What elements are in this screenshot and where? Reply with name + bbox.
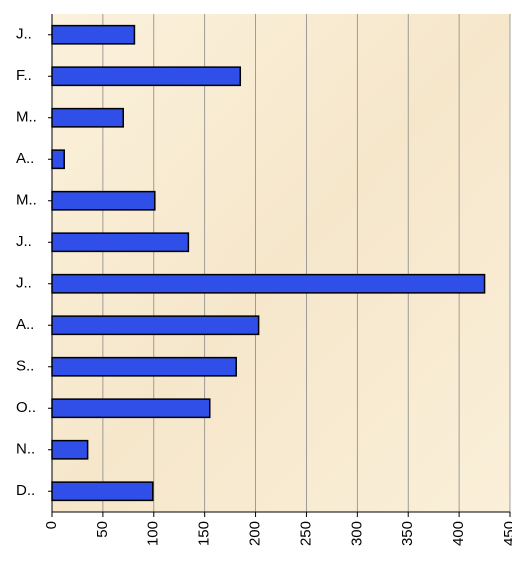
y-tick-label: J.. xyxy=(16,233,32,250)
x-tick-label: 50 xyxy=(94,521,111,538)
bar xyxy=(51,273,486,294)
x-tick-label: 300 xyxy=(348,521,365,546)
bar xyxy=(51,398,211,419)
bar xyxy=(51,24,136,45)
plot-area xyxy=(52,14,510,512)
bar xyxy=(51,315,260,336)
bar xyxy=(51,190,156,211)
y-tick-label: S.. xyxy=(16,358,34,375)
x-tick-label: 200 xyxy=(247,521,264,546)
y-tick-label: F.. xyxy=(16,67,32,84)
x-tick-label: 400 xyxy=(450,521,467,546)
y-tick-label: J.. xyxy=(16,26,32,43)
bar xyxy=(51,439,89,460)
y-tick-label: A.. xyxy=(16,150,34,167)
bar xyxy=(51,66,242,87)
x-tick-label: 150 xyxy=(196,521,213,546)
bar xyxy=(51,232,190,253)
y-tick-label: M.. xyxy=(16,109,37,126)
x-tick-label: 100 xyxy=(145,521,162,546)
x-tick-label: 350 xyxy=(399,521,416,546)
y-tick-label: J.. xyxy=(16,275,32,292)
y-tick-label: N.. xyxy=(16,441,35,458)
x-tick-label: 0 xyxy=(43,521,60,529)
y-tick-label: A.. xyxy=(16,316,34,333)
bar xyxy=(51,356,237,377)
bar xyxy=(51,149,65,170)
bar xyxy=(51,107,124,128)
x-tick-label: 450 xyxy=(501,521,512,546)
bar xyxy=(51,481,154,502)
y-tick-label: M.. xyxy=(16,192,37,209)
x-tick-label: 250 xyxy=(297,521,314,546)
y-tick-label: O.. xyxy=(16,399,36,416)
y-tick-label: D.. xyxy=(16,482,35,499)
